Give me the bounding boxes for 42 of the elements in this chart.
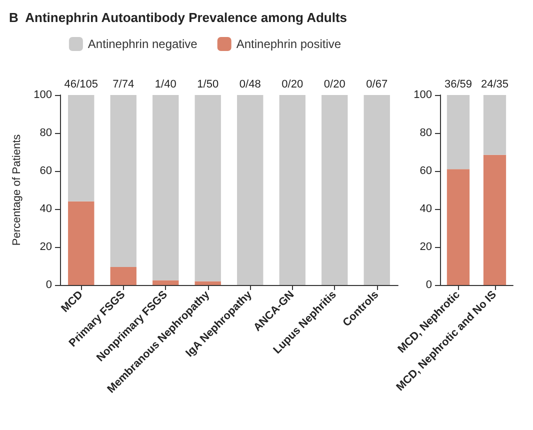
total-label: 0/67 <box>366 78 388 90</box>
y-tick-label: 40 <box>420 203 432 215</box>
y-tick-label: 100 <box>414 89 432 101</box>
bar <box>68 201 94 285</box>
bar <box>110 95 136 267</box>
total-label: 1/40 <box>154 78 176 90</box>
y-tick-label: 0 <box>46 279 52 291</box>
total-label: 46/105 <box>64 78 98 90</box>
y-tick-label: 40 <box>40 203 52 215</box>
bar <box>322 95 348 285</box>
total-label: 7/74 <box>112 78 134 90</box>
y-tick-label: 60 <box>40 165 52 177</box>
y-tick-label: 0 <box>426 279 432 291</box>
legend-label: Antinephrin positive <box>236 37 342 51</box>
total-label: 0/48 <box>239 78 261 90</box>
bar <box>483 154 506 285</box>
bar <box>152 280 179 285</box>
total-label: 36/59 <box>444 78 472 90</box>
y-axis-title: Percentage of Patients <box>11 134 24 246</box>
total-label: 24/35 <box>480 78 509 90</box>
bar <box>279 95 306 285</box>
bar <box>194 95 221 282</box>
bar <box>483 95 506 155</box>
total-label: 1/50 <box>197 78 219 90</box>
bar <box>110 266 136 285</box>
bar <box>152 95 179 280</box>
total-label: 0/20 <box>324 78 346 90</box>
bar <box>68 95 94 202</box>
y-tick-label: 80 <box>40 127 52 139</box>
y-tick-label: 60 <box>420 165 432 177</box>
bar <box>446 169 470 285</box>
total-label: 0/20 <box>282 78 304 90</box>
y-tick-label: 100 <box>34 89 52 101</box>
chart-title: B Antinephrin Autoantibody Prevalence among Adults <box>9 10 348 25</box>
bar <box>446 95 470 170</box>
bar <box>364 95 390 285</box>
y-tick-label: 80 <box>420 127 432 139</box>
y-tick-label: 20 <box>420 241 432 253</box>
bar <box>194 281 221 285</box>
y-tick-label: 20 <box>40 241 52 253</box>
legend-label: Antinephrin negative <box>88 37 198 51</box>
bar <box>237 95 264 285</box>
